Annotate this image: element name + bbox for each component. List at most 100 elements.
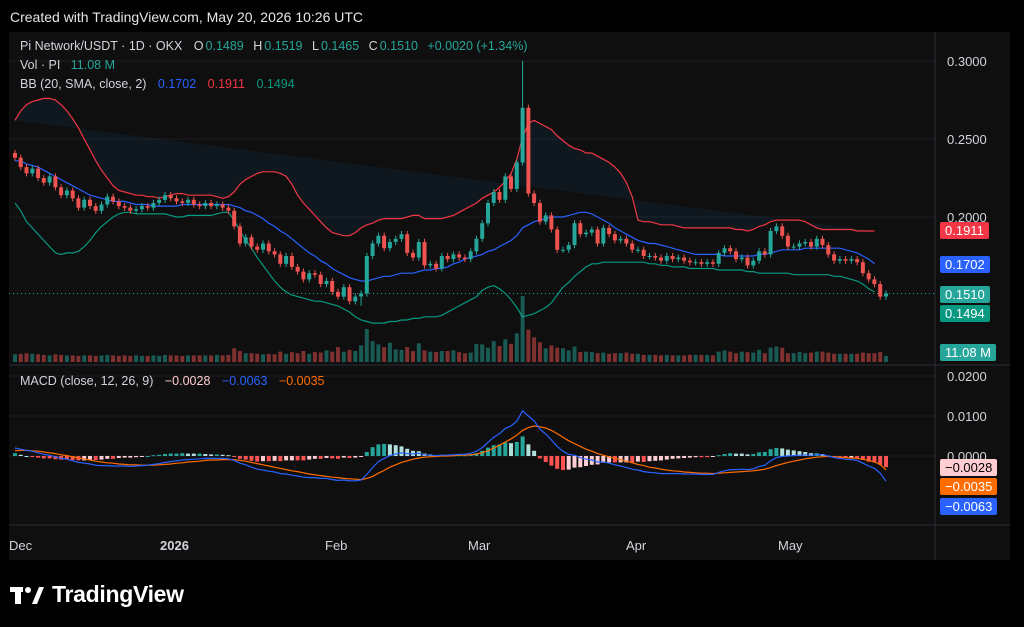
volume-bar xyxy=(370,341,375,362)
volume-bar xyxy=(18,353,23,363)
macd-histogram-bar xyxy=(780,448,785,456)
macd-histogram-bar xyxy=(93,456,98,460)
macd-histogram-bar xyxy=(347,456,352,458)
macd-histogram-bar xyxy=(249,456,254,461)
candle-body xyxy=(93,206,98,211)
candle xyxy=(612,231,617,244)
macd-histogram-bar xyxy=(399,446,404,456)
macd-histogram-bar xyxy=(111,456,115,459)
candle xyxy=(168,192,173,202)
macd-histogram-bar xyxy=(128,456,133,458)
volume-bar xyxy=(561,348,565,363)
candle-body xyxy=(457,254,462,258)
volume-bar xyxy=(232,348,237,363)
volume-bar xyxy=(837,353,842,363)
macd-histogram-bar xyxy=(601,456,606,463)
time-tick-apr: Apr xyxy=(626,538,647,553)
macd-histogram-bar xyxy=(699,456,704,458)
chart-panel[interactable]: Pi Network/USDT · 1D · OKX O 0.1489 H 0.15… xyxy=(9,32,1010,560)
candle-body xyxy=(376,235,381,244)
volume-bar xyxy=(359,345,364,362)
macd-histogram-bar xyxy=(751,454,756,456)
price-tick-1: 0.2500 xyxy=(947,132,987,147)
candle xyxy=(111,193,115,205)
candle-body xyxy=(855,259,860,263)
candle-body xyxy=(197,204,202,207)
volume-bar xyxy=(278,351,283,363)
candle xyxy=(532,190,537,207)
candle xyxy=(318,271,323,288)
candle xyxy=(480,220,485,242)
macd-histogram-bar xyxy=(186,453,190,456)
macd-histogram-bar xyxy=(514,442,519,456)
tradingview-logo[interactable]: TradingView xyxy=(10,581,184,608)
legend-symbol: Pi Network/USDT · 1D · OKX xyxy=(20,39,183,53)
macd-histogram-bar xyxy=(168,453,173,456)
macd-histogram-bar xyxy=(336,456,340,459)
candle xyxy=(24,164,29,177)
volume-bar xyxy=(324,350,329,362)
candle xyxy=(797,240,802,250)
tag-macd-hist: −0.0028 xyxy=(940,459,998,476)
macd-histogram-bar xyxy=(849,456,854,458)
macd-histogram-bar xyxy=(860,456,865,460)
chart-svg[interactable] xyxy=(9,32,1010,560)
candle-body xyxy=(99,204,104,211)
volume-bar xyxy=(780,347,785,362)
macd-histogram-bar xyxy=(330,456,335,459)
candle-body xyxy=(884,293,888,297)
candle xyxy=(416,238,421,261)
volume-bar xyxy=(191,355,196,362)
volume-bar xyxy=(30,353,35,363)
macd-histogram-bar xyxy=(226,455,231,457)
macd-histogram-bar xyxy=(532,450,537,456)
candle-body xyxy=(491,192,496,203)
macd-histogram-bar xyxy=(549,456,554,466)
volume-bar xyxy=(710,355,715,362)
candle-body xyxy=(295,266,300,272)
macd-histogram-bar xyxy=(116,456,121,458)
volume-bar xyxy=(860,352,865,362)
candle-body xyxy=(566,245,571,250)
volume-bar xyxy=(624,352,629,362)
volume-bar xyxy=(284,353,289,363)
candle xyxy=(659,254,663,264)
time-tick-mar: Mar xyxy=(468,538,491,553)
candle-body xyxy=(543,215,548,222)
candle-body xyxy=(145,206,150,208)
time-tick-2026: 2026 xyxy=(160,538,189,553)
candle-body xyxy=(664,256,669,261)
macd-histogram-bar xyxy=(526,444,531,456)
candle xyxy=(387,238,392,252)
candle-body xyxy=(572,223,577,245)
candle xyxy=(768,227,773,258)
volume-bar xyxy=(41,354,46,363)
candle-body xyxy=(261,243,265,250)
volume-bar xyxy=(174,355,179,362)
volume-bar xyxy=(64,355,69,362)
candle-body xyxy=(860,262,865,274)
volume-bar xyxy=(163,354,167,363)
volume-bar xyxy=(693,354,698,363)
volume-bar xyxy=(237,351,242,362)
volume-bar xyxy=(820,351,825,363)
volume-bar xyxy=(826,352,831,362)
macd-histogram-bar xyxy=(30,456,35,457)
candle-body xyxy=(370,243,375,256)
legend-macd: MACD (close, 12, 26, 9) −0.0028 −0.0063 … xyxy=(20,374,326,388)
macd-tick-1: 0.0100 xyxy=(947,409,987,424)
legend-bb-upper: 0.1911 xyxy=(207,77,245,91)
volume-bar xyxy=(13,354,17,362)
candle-body xyxy=(595,229,600,244)
volume-bar xyxy=(641,354,646,363)
candle xyxy=(537,199,542,225)
volume-bar xyxy=(272,354,277,362)
candle xyxy=(134,206,139,214)
candle xyxy=(341,284,346,300)
volume-bar xyxy=(480,344,485,362)
candle-body xyxy=(826,245,831,255)
candle xyxy=(584,229,588,238)
candle xyxy=(624,235,629,247)
candle-body xyxy=(364,256,369,294)
macd-histogram-bar xyxy=(757,452,762,456)
